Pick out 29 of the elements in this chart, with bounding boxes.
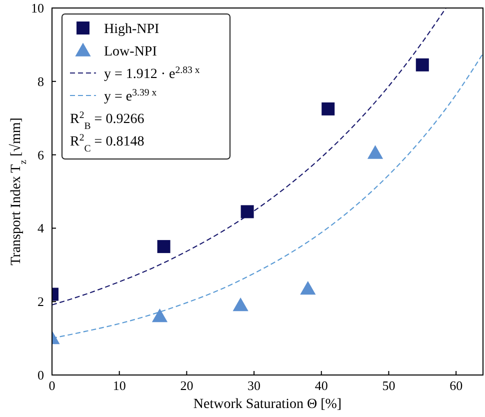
legend-label: Low-NPI <box>104 44 158 60</box>
x-tick-label: 20 <box>180 378 194 393</box>
point <box>367 145 384 159</box>
point <box>322 102 335 116</box>
legend-label: High-NPI <box>104 22 160 37</box>
point <box>152 308 168 322</box>
x-tick-label: 10 <box>112 378 126 393</box>
y-tick-label: 4 <box>38 220 44 236</box>
annotation: R$^{2}$$_{C}$ = 0.8148 <box>70 132 144 154</box>
y-tick-label: 10 <box>31 0 44 16</box>
x-tick-label: 0 <box>48 378 56 393</box>
y-tick-label: 8 <box>38 74 44 89</box>
point <box>232 297 248 312</box>
line-series <box>52 8 447 306</box>
point <box>240 205 254 218</box>
annotation: R$^{2}$$_{B}$ = 0.9266 <box>70 110 144 132</box>
y-tick-label: 2 <box>38 294 44 310</box>
x-tick-label: 50 <box>382 378 396 393</box>
x-axis-title: Network Saturation Θ [%] <box>193 397 342 412</box>
x-tick-label: 40 <box>314 378 328 393</box>
point <box>157 240 170 254</box>
point <box>300 280 316 295</box>
x-tick-label: 60 <box>450 378 463 393</box>
y-tick-label: 0 <box>38 368 44 382</box>
point <box>416 58 429 72</box>
y-tick-label: 6 <box>38 147 44 162</box>
legend-label: y = e$^{3.39 x}$ <box>104 87 157 104</box>
legend-label: y = 1.912 · e$^{2.83 x}$ <box>104 64 200 82</box>
x-tick-label: 30 <box>248 378 261 393</box>
